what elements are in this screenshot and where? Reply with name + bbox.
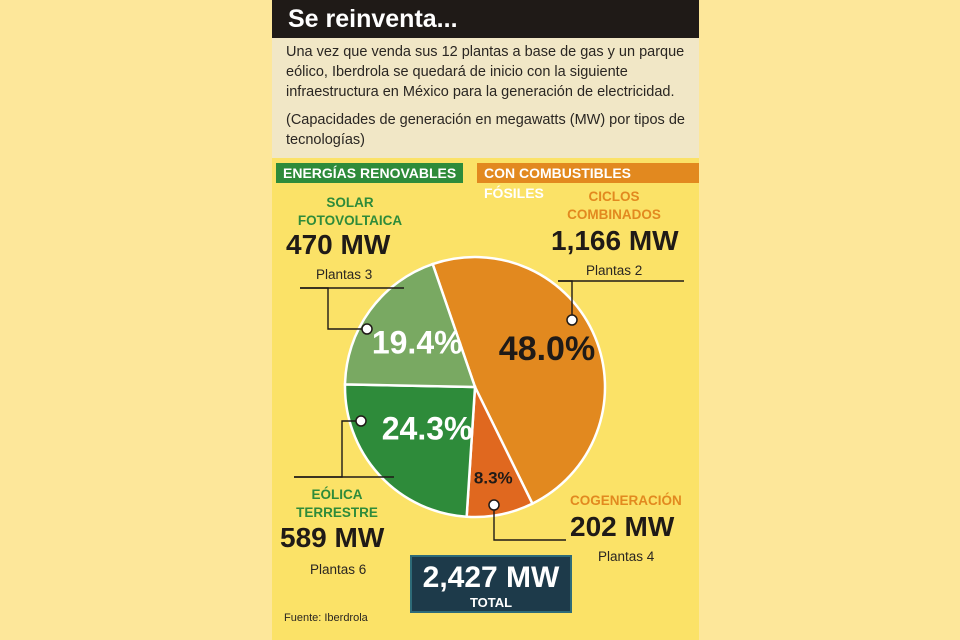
- cogeneracion-category-label: COGENERACIÓN: [570, 493, 682, 508]
- total-value: 2,427 MW: [422, 561, 560, 594]
- pie-label-solar: 19.4%: [372, 324, 463, 360]
- total-label: TOTAL: [469, 595, 513, 610]
- eolica-mw-value: 589 MW: [280, 522, 385, 553]
- solar-plants: Plantas 3: [316, 267, 373, 282]
- pie-slice-ciclos: [431, 255, 607, 506]
- units-note: (Capacidades de generación en megawatts …: [286, 112, 685, 148]
- ciclos-category-label: CICLOS COMBINADOS: [567, 189, 661, 222]
- eolica-plants: Plantas 6: [310, 562, 367, 577]
- solar-mw-value: 470 MW: [286, 229, 391, 260]
- leader-line-cogeneracion: [493, 505, 566, 541]
- pie-label-eolica: 24.3%: [382, 410, 473, 446]
- leader-marker-cogeneracion: [488, 499, 500, 511]
- leader-marker-eolica: [355, 415, 367, 427]
- pie-slice-eolica: [343, 383, 477, 519]
- pie-label-cogeneracion: 8.3%: [474, 468, 513, 487]
- leader-marker-ciclos: [566, 314, 578, 326]
- total-box: 2,427 MW TOTAL: [410, 555, 572, 613]
- infographic-card: Se reinventa... Una vez que venda sus 12…: [272, 0, 699, 640]
- source-note: Fuente: Iberdrola: [284, 612, 368, 624]
- pie-chart: 48.0% 8.3% 24.3% 19.4%: [294, 255, 684, 541]
- eolica-category-label: EÓLICA TERRESTRE: [296, 487, 378, 520]
- page-title: Se reinventa...: [288, 5, 458, 33]
- fossil-tag: CON COMBUSTIBLES FÓSILES: [477, 163, 699, 201]
- renewable-tag: ENERGÍAS RENOVABLES: [276, 163, 464, 183]
- intro-box: [272, 38, 699, 158]
- ciclos-plants: Plantas 2: [586, 263, 643, 278]
- pie-slice-solar: [343, 262, 477, 389]
- title-bar: Se reinventa...: [272, 0, 699, 38]
- cogeneracion-plants: Plantas 4: [598, 549, 655, 564]
- intro-text: Una vez que venda sus 12 plantas a base …: [286, 44, 685, 100]
- leader-marker-solar: [361, 323, 373, 335]
- ciclos-mw-value: 1,166 MW: [551, 225, 679, 256]
- leader-line-solar: [300, 287, 367, 330]
- pie-label-ciclos: 48.0%: [499, 330, 595, 368]
- solar-category-label: SOLAR FOTOVOLTAICA: [297, 195, 403, 228]
- cogeneracion-mw-value: 202 MW: [570, 511, 675, 542]
